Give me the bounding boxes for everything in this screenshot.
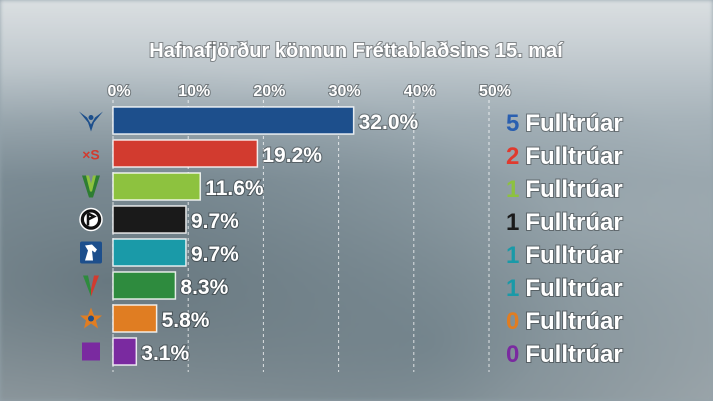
- data-label: 5.8%: [162, 309, 210, 332]
- purple-square-icon: [82, 342, 100, 361]
- seat-suffix-label: Fulltrúar: [525, 308, 622, 335]
- svg-text:×S: ×S: [82, 147, 100, 163]
- seat-number: 0: [506, 308, 519, 335]
- seat-number: 0: [506, 341, 519, 368]
- seat-count: 1 Fulltrúar: [506, 242, 623, 269]
- data-label: 9.7%: [191, 243, 239, 266]
- bar: [112, 304, 158, 333]
- seat-count: 0 Fulltrúar: [506, 341, 623, 368]
- x-tick-label: 20%: [253, 83, 285, 100]
- seat-number: 5: [506, 110, 519, 137]
- pirate-flag-logo-icon: [79, 207, 103, 232]
- data-label: 8.3%: [180, 276, 228, 299]
- bar: [112, 106, 355, 135]
- seat-count: 1 Fulltrúar: [506, 275, 623, 302]
- seat-suffix-label: Fulltrúar: [525, 341, 622, 368]
- seat-count: 0 Fulltrúar: [506, 308, 623, 335]
- x-tick-label: 10%: [178, 83, 210, 100]
- x-tick-label: 30%: [329, 83, 361, 100]
- bar: [112, 337, 138, 366]
- seat-number: 1: [506, 176, 519, 203]
- seat-count: 2 Fulltrúar: [506, 143, 623, 170]
- seat-count: 5 Fulltrúar: [506, 110, 623, 137]
- seat-suffix-label: Fulltrúar: [525, 110, 622, 137]
- seat-number: 1: [506, 209, 519, 236]
- seat-suffix-label: Fulltrúar: [525, 275, 622, 302]
- bar: [112, 205, 187, 234]
- data-label: 19.2%: [262, 144, 322, 167]
- seat-suffix-label: Fulltrúar: [525, 242, 622, 269]
- star-logo-icon: [80, 307, 102, 329]
- seat-number: 2: [506, 143, 519, 170]
- falcon-logo-icon: [79, 111, 103, 132]
- x-tick-label: 40%: [404, 83, 436, 100]
- bar: [112, 238, 187, 267]
- bar: [112, 172, 201, 201]
- data-label: 9.7%: [191, 210, 239, 233]
- red-green-v-logo-icon: [83, 275, 99, 297]
- x-tick-label: 50%: [479, 83, 511, 100]
- seat-suffix-label: Fulltrúar: [525, 176, 622, 203]
- xs-logo-icon: ×S: [82, 147, 100, 163]
- bar: [112, 271, 177, 300]
- seat-number: 1: [506, 242, 519, 269]
- green-v-logo-icon: [82, 175, 100, 198]
- horse-logo-icon: [80, 241, 102, 264]
- data-label: 3.1%: [141, 342, 189, 365]
- seat-number: 1: [506, 275, 519, 302]
- data-label: 11.6%: [205, 177, 264, 200]
- seat-count: 1 Fulltrúar: [506, 209, 623, 236]
- bar: [112, 139, 259, 168]
- x-tick-label: 0%: [107, 83, 130, 100]
- data-label: 32.0%: [359, 111, 419, 134]
- seat-count: 1 Fulltrúar: [506, 176, 623, 203]
- chart-title: Hafnafjörður könnun Fréttablaðsins 15. m…: [149, 40, 564, 62]
- seat-suffix-label: Fulltrúar: [525, 143, 622, 170]
- seat-suffix-label: Fulltrúar: [525, 209, 622, 236]
